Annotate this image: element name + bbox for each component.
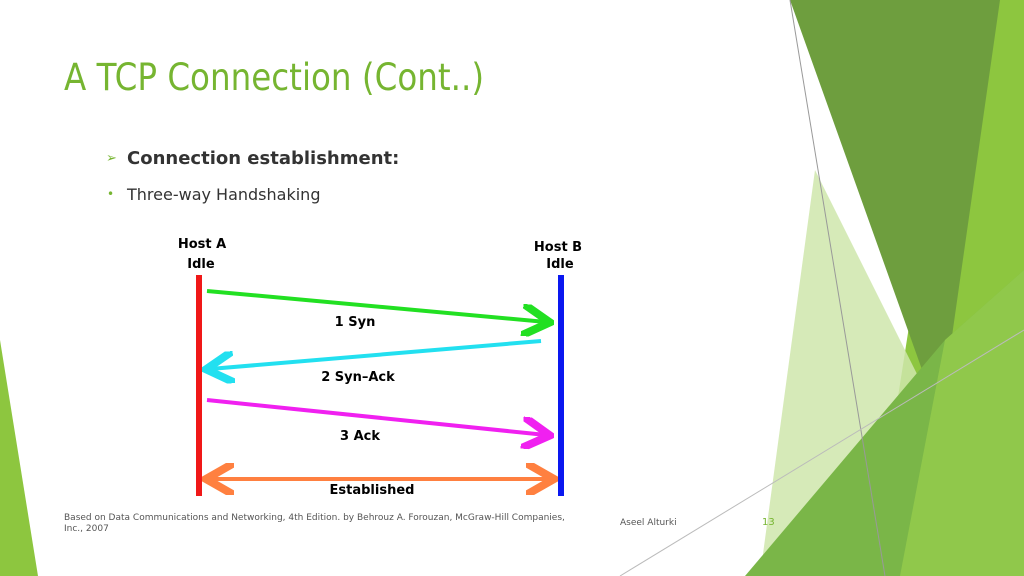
- message-label: 2 Syn–Ack: [321, 370, 395, 385]
- footer-author: Aseel Alturki: [620, 518, 677, 528]
- deco-line: [619, 329, 1024, 576]
- message-label: Established: [330, 483, 415, 498]
- host-a-state: Idle: [187, 257, 215, 272]
- deco-line: [789, 0, 886, 576]
- deco-shape: [0, 340, 38, 576]
- page-number: 13: [762, 517, 775, 528]
- syn-arrow: [206, 289, 546, 322]
- bullet-text: Three-way Handshaking: [127, 185, 321, 204]
- deco-shape: [900, 270, 1024, 576]
- host-b-name: Host B: [534, 240, 582, 255]
- ack-arrow: [206, 398, 546, 435]
- slide-title: A TCP Connection (Cont..): [64, 56, 485, 99]
- message-label: 3 Ack: [340, 429, 380, 444]
- bullet-marker: •: [107, 187, 115, 201]
- bullet-marker: ➢: [106, 151, 117, 166]
- host-a-name: Host A: [178, 237, 226, 252]
- host-b-state: Idle: [546, 257, 574, 272]
- deco-shape: [790, 0, 1000, 420]
- message-label: 1 Syn: [335, 315, 376, 330]
- bullet-text: Connection establishment:: [127, 148, 400, 169]
- syn-ack-arrow: [210, 339, 542, 369]
- footer-source: Based on Data Communications and Network…: [64, 513, 565, 534]
